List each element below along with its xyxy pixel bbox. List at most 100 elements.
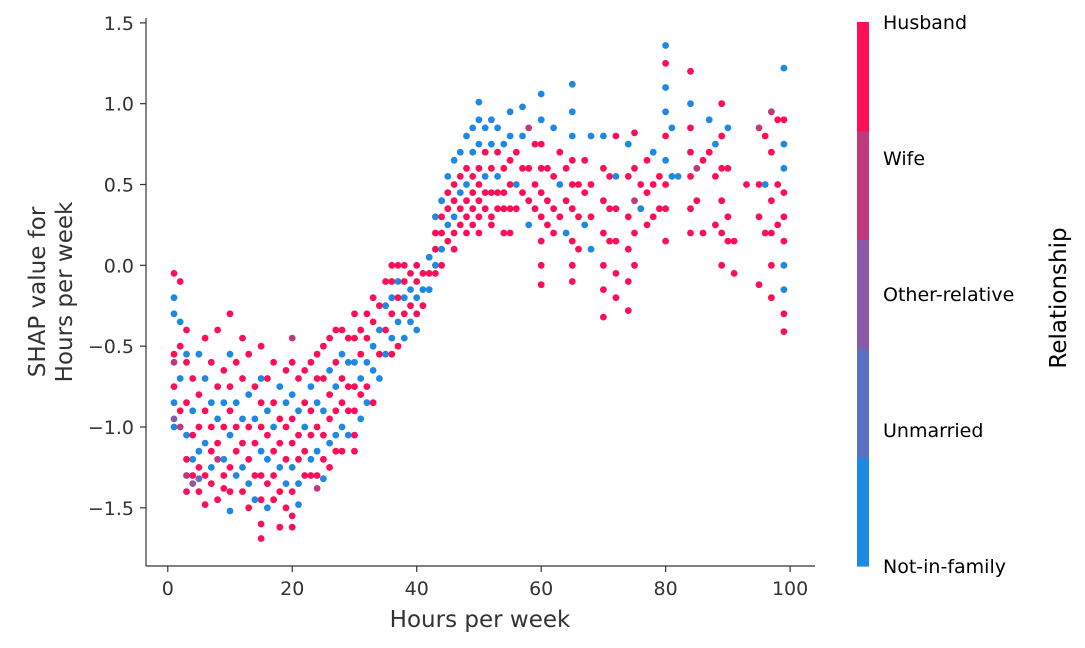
scatter-point [363,310,371,318]
scatter-point [301,472,309,479]
scatter-point [780,237,788,245]
scatter-point [344,383,352,390]
y-tick-label: 1.0 [104,94,134,116]
scatter-point [780,116,788,124]
scatter-point [761,229,769,237]
scatter-point [488,213,495,221]
scatter-point [220,367,228,374]
x-tick-label: 0 [162,578,174,600]
scatter-point [643,156,651,164]
scatter-point [282,423,290,431]
scatter-point [320,342,327,350]
scatter-points [170,42,788,542]
scatter-point [239,334,246,342]
scatter-point [456,189,464,197]
scatter-point [718,197,726,205]
scatter-point [276,523,284,531]
scatter-point [357,375,365,382]
scatter-point [780,140,788,148]
scatter-point [780,261,788,269]
scatter-point [475,197,483,205]
scatter-point [295,431,302,439]
scatter-point [481,189,489,197]
scatter-point [705,116,713,124]
scatter-point [183,455,190,463]
scatter-point [537,189,545,197]
scatter-point [438,245,445,253]
scatter-point [232,423,240,431]
scatter-point [631,129,638,137]
scatter-point [425,253,433,261]
scatter-point [568,156,576,164]
scatter-point [450,197,458,205]
scatter-point [475,181,483,188]
scatter-point [407,318,414,326]
scatter-point [207,480,215,487]
scatter-point [257,472,265,479]
scatter-point [444,221,452,229]
scatter-point [307,358,315,366]
scatter-point [257,496,265,504]
scatter-point [239,464,246,471]
scatter-point [624,278,632,285]
scatter-point [195,464,203,471]
scatter-point [251,439,259,447]
scatter-point [201,334,209,342]
scatter-point [226,488,234,495]
y-axis-title-line-2: Hours per week [52,201,78,382]
scatter-point [332,447,340,455]
scatter-point [239,415,246,423]
scatter-point [332,431,340,439]
scatter-point [270,496,277,504]
scatter-point [413,261,421,269]
scatter-point [183,488,190,495]
scatter-point [699,156,707,164]
scatter-point [369,342,377,350]
scatter-point [251,472,259,479]
scatter-point [506,181,514,188]
scatter-point [600,313,607,321]
scatter-point [413,310,421,318]
scatter-point [606,237,613,245]
scatter-point [338,423,346,431]
scatter-point [288,464,296,471]
scatter-point [207,399,215,407]
scatter-point [662,156,669,164]
colorbar-band [857,457,869,567]
scatter-point [301,399,309,407]
scatter-point [475,98,483,106]
scatter-point [288,488,296,495]
scatter-point [344,407,352,415]
scatter-point [687,173,694,180]
scatter-point [394,342,402,350]
scatter-point [326,334,333,342]
scatter-point [195,488,203,495]
y-tick-label: −1.5 [88,498,134,520]
scatter-point [450,181,458,188]
scatter-point [500,140,508,148]
y-axis-title-line-1: SHAP value for [25,206,51,377]
scatter-point [450,213,458,221]
scatter-point [170,415,178,423]
scatter-point [183,399,190,407]
scatter-point [761,181,769,188]
scatter-point [207,423,215,431]
scatter-point [376,326,383,334]
scatter-point [612,270,620,277]
scatter-point [768,261,775,269]
scatter-point [388,310,396,318]
scatter-point [600,132,607,140]
scatter-point [264,455,271,463]
scatter-point [313,485,321,492]
scatter-point [463,164,470,172]
scatter-point [687,229,694,237]
scatter-point [668,124,676,132]
scatter-point [264,431,271,439]
scatter-point [494,189,501,197]
scatter-point [388,261,396,269]
scatter-point [226,383,234,390]
scatter-point [276,488,284,495]
scatter-point [245,391,253,398]
scatter-point [438,213,445,221]
scatter-point [537,140,545,148]
